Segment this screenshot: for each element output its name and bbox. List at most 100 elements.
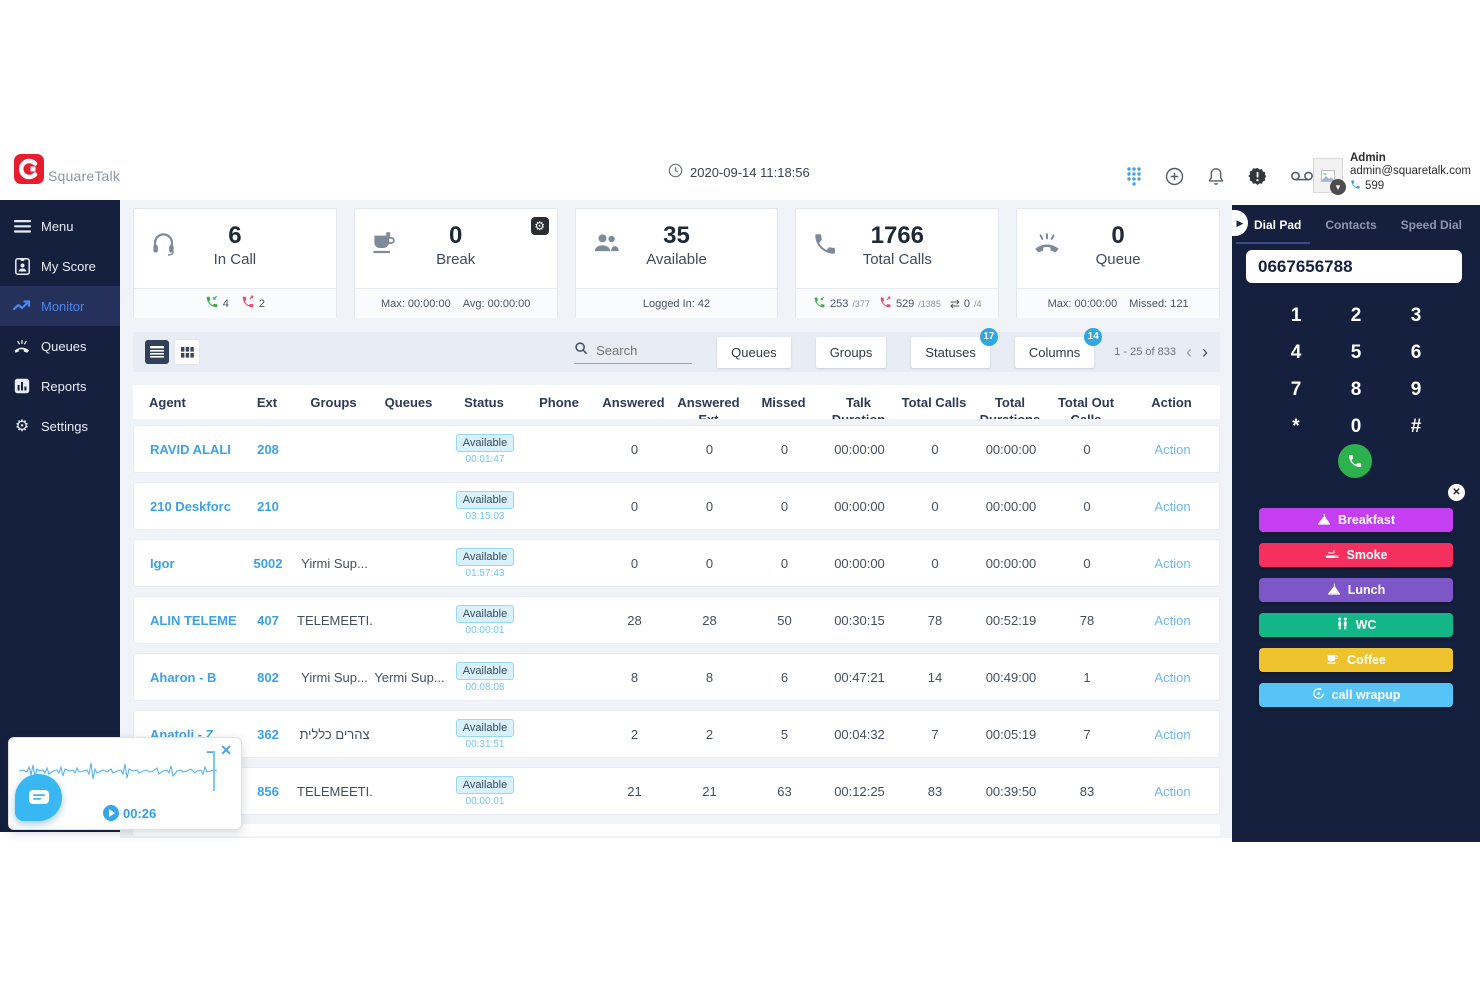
chevron-down-icon[interactable]: ▾	[1330, 179, 1346, 195]
status-lunch-button[interactable]: Lunch	[1259, 578, 1453, 602]
dialpad-key[interactable]: 5	[1350, 342, 1362, 363]
action-link[interactable]: Action	[1154, 498, 1191, 514]
agent-ext[interactable]: 208	[257, 441, 279, 457]
action-link[interactable]: Action	[1154, 555, 1191, 571]
agent-ext[interactable]: 802	[257, 669, 279, 685]
prev-page-icon[interactable]: ‹	[1186, 342, 1192, 362]
table-row[interactable]: Igor 5002 Yirmi Sup... Available 01:57:4…	[133, 539, 1220, 587]
table-row[interactable]: RAVID ALALI 208 Available 00:01:47 0 0 0…	[133, 425, 1220, 473]
action-link[interactable]: Action	[1154, 441, 1191, 457]
break-settings-gear-icon[interactable]: ⚙	[530, 217, 549, 235]
playhead-cursor[interactable]	[213, 751, 215, 791]
table-row[interactable]: Aharon - B 802 Yirmi Sup... Yermi Sup...…	[133, 653, 1220, 701]
agent-ext[interactable]: 210	[257, 498, 279, 514]
play-button[interactable]	[103, 805, 119, 821]
total-out-calls: 1	[1083, 669, 1091, 685]
smoke-icon	[1325, 548, 1340, 563]
action-link[interactable]: Action	[1154, 783, 1191, 799]
search-box[interactable]	[574, 341, 693, 364]
filter-queues-button[interactable]: Queues	[717, 336, 791, 368]
tab-dial-pad[interactable]: Dial Pad	[1254, 218, 1302, 232]
dialpad-key[interactable]: 6	[1410, 342, 1422, 363]
dialpad-key[interactable]: 9	[1410, 379, 1422, 400]
agent-ext[interactable]: 407	[257, 612, 279, 628]
tab-contacts[interactable]: Contacts	[1325, 218, 1377, 232]
filter-groups-button[interactable]: Groups	[815, 336, 887, 368]
user-info: Admin admin@squaretalk.com 599	[1350, 152, 1471, 194]
table-row[interactable]: Anatoli - Z 362 צהרים כללית Available 00…	[133, 710, 1220, 758]
filter-statuses-button[interactable]: Statuses 17	[911, 327, 998, 368]
answered-ext: 0	[705, 498, 714, 514]
dialpad-key[interactable]: 0	[1350, 416, 1362, 437]
sidebar-item-monitor[interactable]: Monitor	[0, 286, 120, 326]
action-link[interactable]: Action	[1154, 612, 1191, 628]
dialpad-key[interactable]: 1	[1290, 305, 1302, 326]
panel-collapse-icon[interactable]: ▶	[1232, 210, 1248, 236]
dial-number-input[interactable]	[1246, 250, 1462, 283]
table-row[interactable]: 210 Deskforc 210 Available 03:15:03 0 0 …	[133, 482, 1220, 530]
add-circle-icon[interactable]	[1165, 167, 1184, 186]
alert-badge-icon[interactable]	[1248, 167, 1267, 186]
status-smoke-button[interactable]: Smoke	[1259, 543, 1453, 567]
agent-ext[interactable]: 5002	[253, 555, 283, 571]
search-input[interactable]	[594, 341, 689, 359]
filter-columns-button[interactable]: Columns 14	[1014, 327, 1103, 368]
agent-name[interactable]: ALIN TELEME	[150, 612, 237, 628]
agent-ext[interactable]: 362	[257, 726, 279, 742]
status-coffee-button[interactable]: Coffee	[1259, 648, 1453, 672]
answered-ext: 8	[705, 669, 714, 685]
answered: 0	[630, 498, 639, 514]
action-link[interactable]: Action	[1154, 669, 1191, 685]
inbound-calls: 253	[830, 297, 849, 310]
logged-in: Logged In: 42	[642, 297, 711, 310]
agent-name[interactable]: 210 Deskforc	[150, 498, 231, 514]
total-durations: 00:52:19	[985, 612, 1037, 628]
chat-bubble-button[interactable]	[15, 774, 62, 821]
sidebar-item-my-score[interactable]: My Score	[0, 246, 120, 286]
dialpad-key[interactable]: 2	[1350, 305, 1362, 326]
sidebar-item-label: Queues	[41, 338, 87, 354]
dialpad-key[interactable]: #	[1410, 416, 1422, 437]
sidebar-item-reports[interactable]: Reports	[0, 366, 120, 406]
list-view-button[interactable]	[145, 340, 169, 364]
avatar[interactable]: ▾	[1313, 158, 1346, 195]
sidebar-item-settings[interactable]: ⚙ Settings	[0, 406, 120, 446]
voicemail-icon[interactable]	[1290, 169, 1314, 183]
search-icon	[574, 341, 588, 360]
dialpad-key[interactable]: *	[1292, 416, 1300, 437]
call-button[interactable]	[1338, 444, 1372, 478]
sidebar-item-queues[interactable]: Queues	[0, 326, 120, 366]
agent-name[interactable]: RAVID ALALI	[150, 441, 231, 457]
tab-speed-dial[interactable]: Speed Dial	[1400, 218, 1462, 232]
agent-name[interactable]: Aharon - B	[150, 669, 217, 685]
action-link[interactable]: Action	[1154, 726, 1191, 742]
total-calls: 78	[927, 612, 943, 628]
status-call-wrapup-button[interactable]: call wrapup	[1259, 683, 1453, 707]
dialpad-toggle-icon[interactable]	[1126, 166, 1142, 186]
dialpad-key[interactable]: 8	[1350, 379, 1362, 400]
bell-icon[interactable]	[1207, 166, 1225, 186]
next-page-icon[interactable]: ›	[1202, 342, 1208, 362]
agent-ext[interactable]: 856	[257, 783, 279, 799]
dialpad-key[interactable]: 4	[1290, 342, 1302, 363]
sidebar-item-menu[interactable]: Menu	[0, 206, 120, 246]
clock-icon	[668, 163, 683, 181]
agent-status: Available 03:15:03	[447, 490, 523, 522]
minimize-icon[interactable]: −	[206, 744, 215, 761]
dialpad-key[interactable]: 3	[1410, 305, 1422, 326]
coffee-cup-icon	[1326, 653, 1340, 668]
dialpad-key[interactable]: 7	[1290, 379, 1302, 400]
table-row[interactable]: 856 TELEMEETI... Available 00:00:01 21 2…	[133, 767, 1220, 815]
close-icon[interactable]: ✕	[220, 742, 232, 758]
break-max: Max: 00:00:00	[380, 297, 451, 310]
pagination: 1 - 25 of 833 ‹ ›	[1114, 343, 1208, 361]
grid-view-button[interactable]	[174, 339, 200, 365]
break-value: 0	[449, 222, 463, 249]
status-breakfast-button[interactable]: Breakfast	[1259, 508, 1453, 532]
status-wc-button[interactable]: WC	[1259, 613, 1453, 637]
close-status-icon[interactable]: ✕	[1448, 484, 1465, 501]
agent-name[interactable]: Igor	[150, 555, 175, 571]
table-row[interactable]: ALIN TELEME 407 TELEMEETI... Available 0…	[133, 596, 1220, 644]
